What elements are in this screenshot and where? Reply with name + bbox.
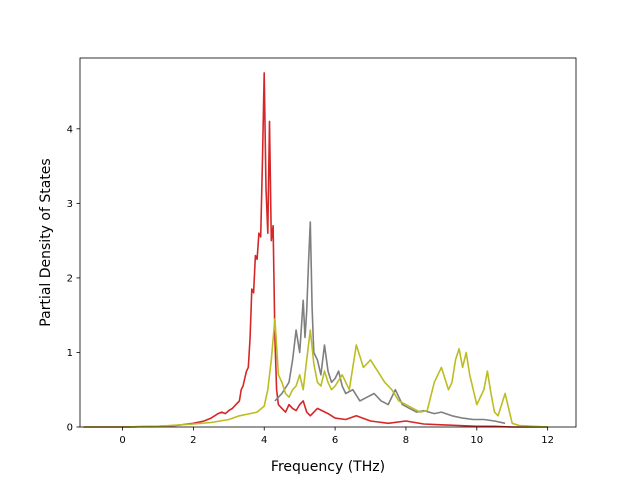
series-layer [83,72,548,428]
x-axis-ticks: 0 2 4 6 8 10 12 [119,427,554,446]
y-tick-label: 3 [67,199,73,210]
y-tick-label: 2 [67,273,73,284]
x-axis-label: Frequency (THz) [271,459,385,475]
y-axis-ticks: 0 1 2 3 4 [67,124,80,434]
x-tick-label: 10 [470,435,483,446]
x-tick-label: 2 [190,435,196,446]
y-axis-label: Partial Density of States [38,158,54,326]
y-tick-label: 4 [67,124,73,135]
series-line-2 [274,221,506,425]
x-tick-label: 4 [261,435,267,446]
series-line-3 [83,318,548,428]
y-tick-label: 0 [67,423,73,434]
plot-frame [79,57,577,428]
x-tick-label: 0 [119,435,125,446]
series-line-1 [83,72,548,428]
x-tick-label: 12 [541,435,554,446]
x-tick-label: 6 [332,435,338,446]
x-tick-label: 8 [403,435,409,446]
y-tick-label: 1 [67,348,73,359]
